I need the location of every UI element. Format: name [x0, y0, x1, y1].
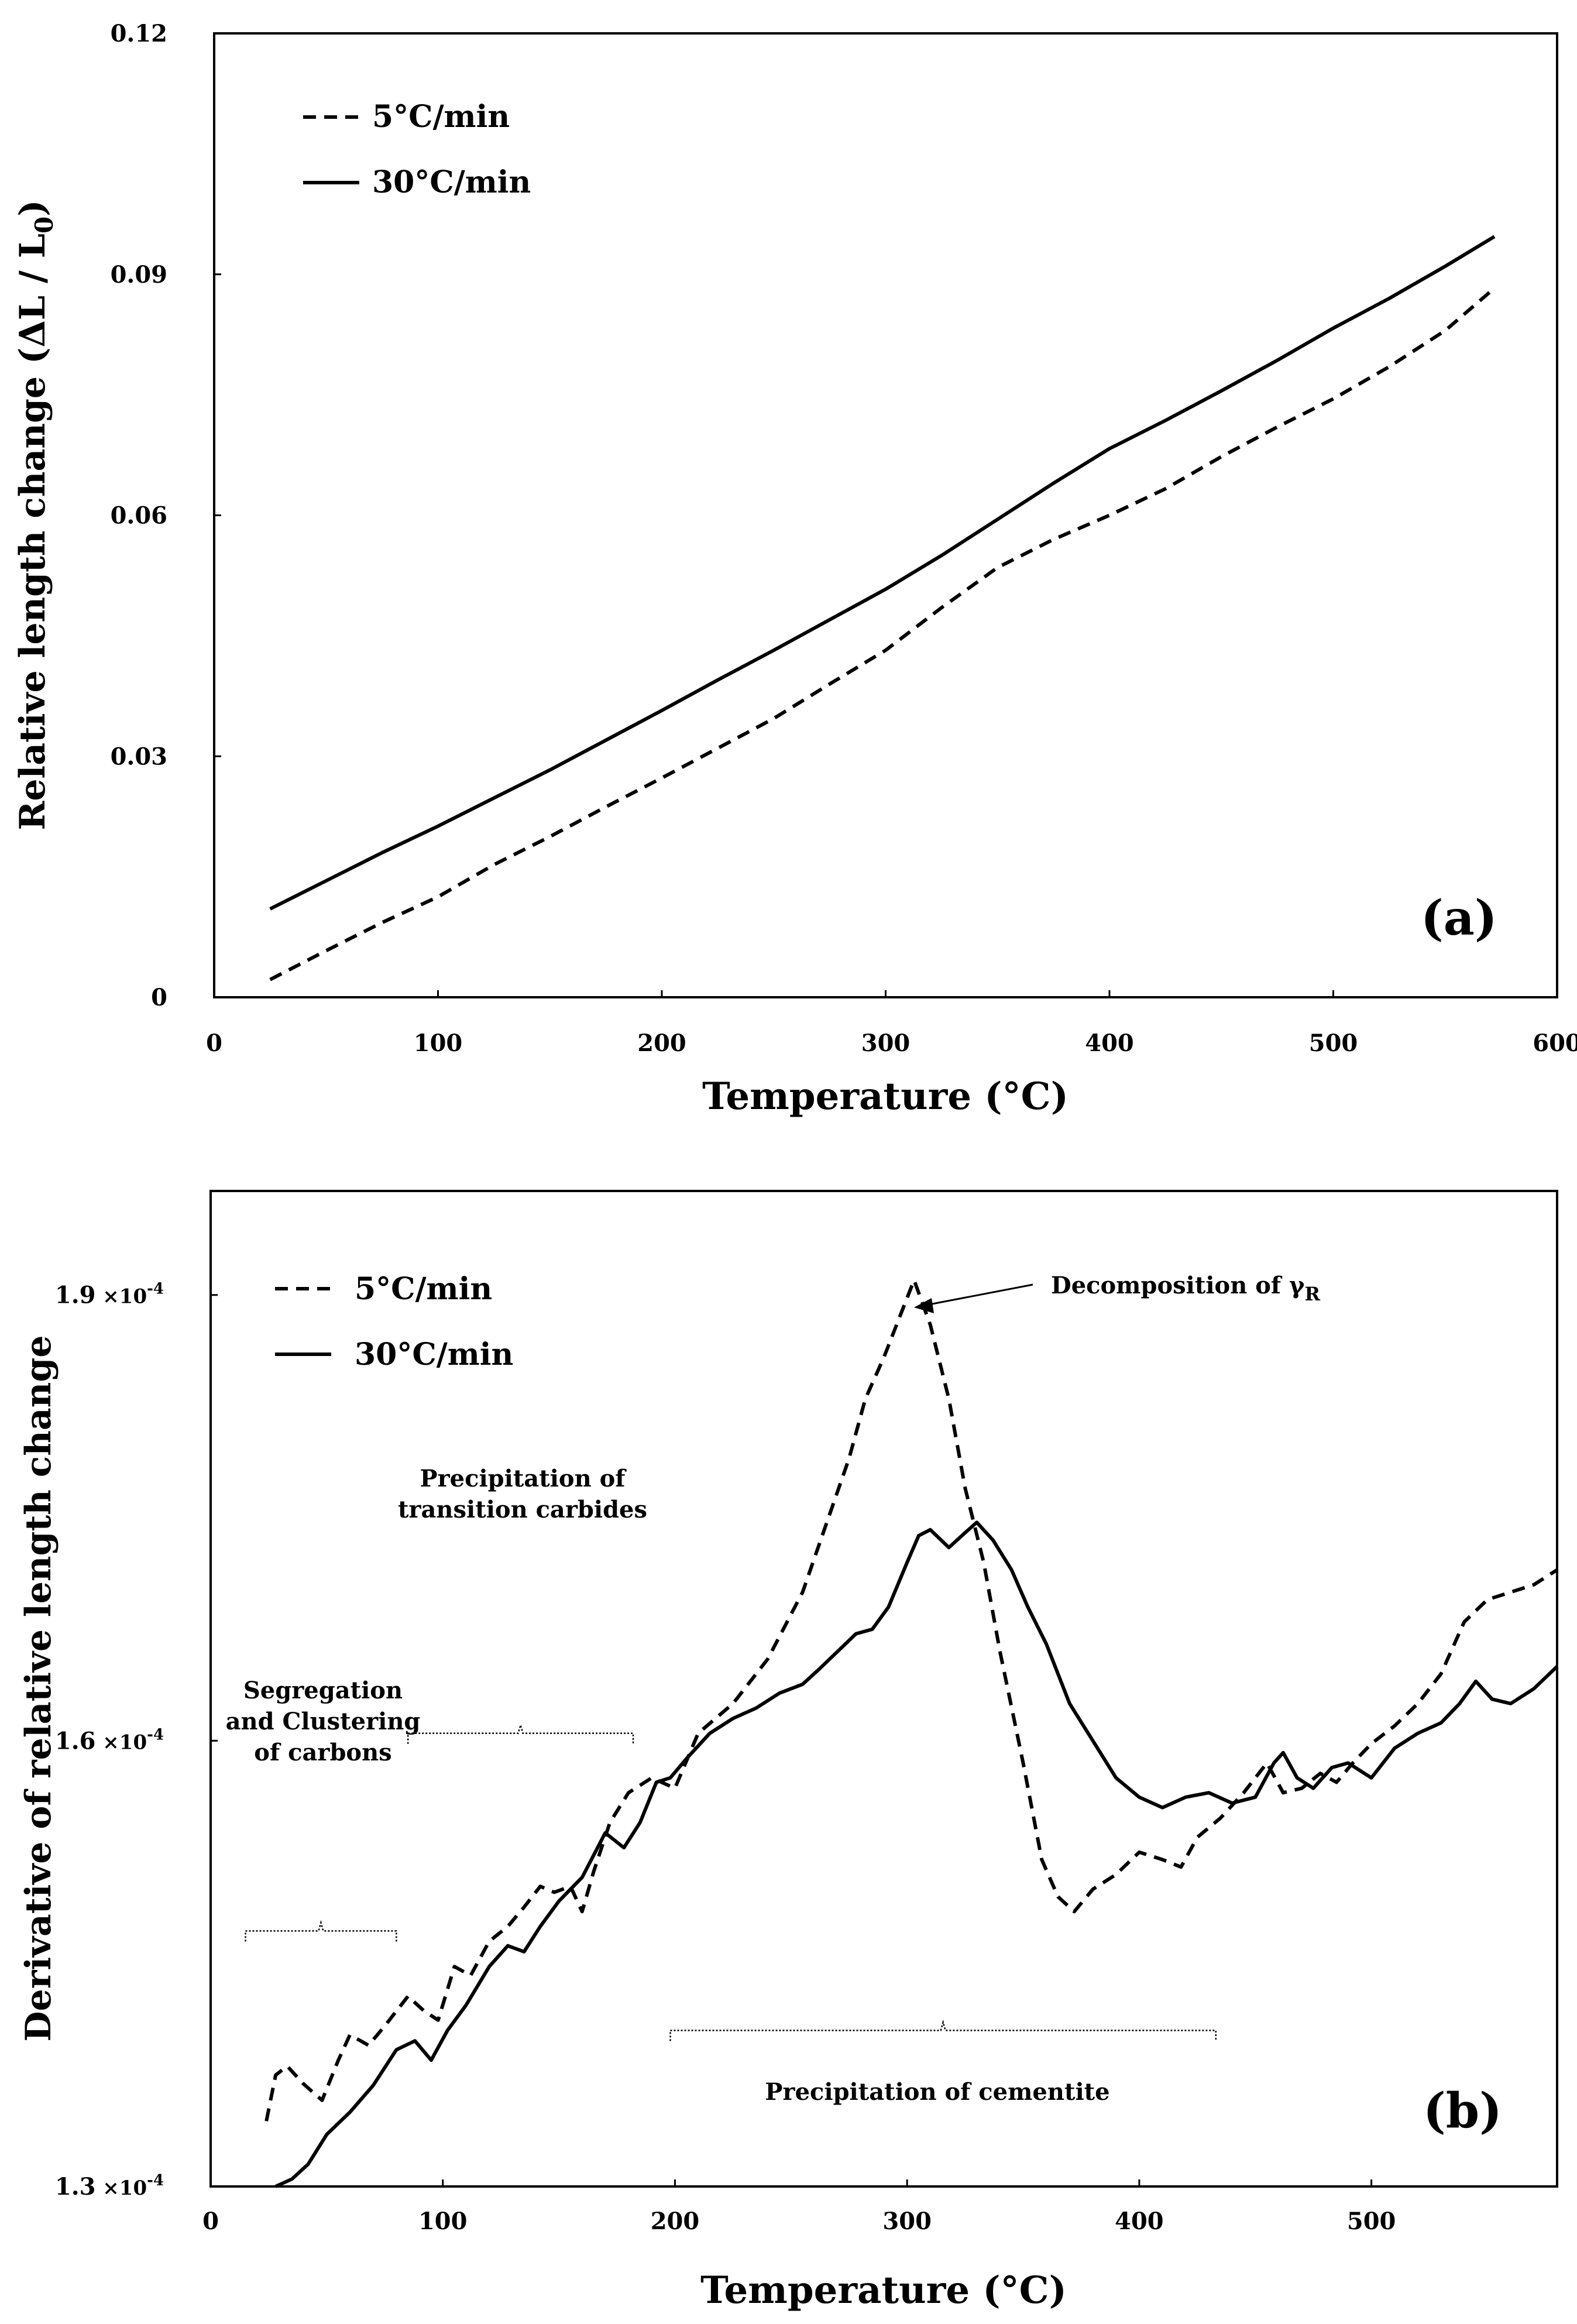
y-tick-label-b: 1.9 ×10-4 — [55, 1281, 164, 1309]
x-tick-label-b: 300 — [882, 2208, 932, 2235]
legend-b-label-5: 5°C/min — [355, 1271, 492, 1307]
legend-b-label-30: 30°C/min — [355, 1337, 513, 1372]
y-axis-label-a: Relative length change (ΔL / L0) — [12, 200, 59, 830]
y-tick-label-a: 0.09 — [111, 261, 167, 289]
y-tick-label-a: 0 — [151, 984, 167, 1011]
y-tick-label-b: 1.3 ×10-4 — [55, 2172, 164, 2201]
panel-a: 0 0.03 0.06 0.09 0.12 0 100 200 300 400 500 600 5°… — [12, 20, 1577, 1118]
series-line-b-30cmin — [274, 1520, 1559, 2188]
x-tick-label-a: 100 — [414, 1029, 463, 1057]
bracket-segregation — [245, 1920, 397, 1942]
panel-label-b: (b) — [1423, 2083, 1502, 2139]
x-tick-label-a: 200 — [637, 1029, 686, 1057]
legend-a: 5°C/min 30°C/min — [303, 99, 531, 200]
x-tick-label-b: 0 — [202, 2208, 219, 2235]
annotation-decomposition: Decomposition of γR — [1051, 1272, 1320, 1305]
series-line-a-30cmin — [269, 235, 1496, 911]
legend-b: 5°C/min 30°C/min — [275, 1271, 513, 1372]
legend-a-label-30: 30°C/min — [372, 164, 531, 200]
annotation-segregation-line2: and Clustering — [226, 1708, 421, 1735]
decomposition-arrowhead — [914, 1298, 934, 1313]
x-tick-label-b: 100 — [418, 2208, 468, 2235]
panel-b: 1.3 ×10-4 1.6 ×10-4 1.9 ×10-4 0 100 200 300 40… — [18, 1190, 1559, 2312]
annotation-cementite: Precipitation of cementite — [765, 2078, 1109, 2106]
x-axis-label-b: Temperature (°C) — [700, 2268, 1067, 2312]
x-tick-label-b: 200 — [651, 2208, 700, 2235]
x-tick-label-a: 0 — [206, 1029, 222, 1057]
series-line-a-5cmin — [269, 290, 1492, 981]
decomposition-arrow — [919, 1283, 1033, 1307]
y-axis-label-b: Derivative of relative length change — [18, 1336, 59, 2042]
plot-frame-b — [209, 1190, 1558, 2188]
y-tick-label-a: 0.12 — [111, 20, 167, 47]
panel-label-a: (a) — [1421, 890, 1497, 946]
y-tick-label-a: 0.06 — [111, 502, 167, 530]
x-tick-label-b: 500 — [1347, 2208, 1396, 2235]
y-tick-label-b: 1.6 ×10-4 — [55, 1726, 164, 1755]
x-tick-label-a: 400 — [1085, 1029, 1134, 1057]
bracket-transition — [407, 1722, 634, 1744]
x-axis-label-a: Temperature (°C) — [702, 1075, 1068, 1118]
annotation-segregation-line3: of carbons — [254, 1739, 391, 1766]
annotation-segregation-line1: Segregation — [243, 1677, 403, 1704]
y-tick-label-a: 0.03 — [111, 743, 167, 770]
annotation-transition-line2: transition carbides — [398, 1496, 647, 1523]
series-line-b-5cmin — [264, 1278, 1558, 2122]
annotation-transition-line1: Precipitation of — [420, 1465, 627, 1492]
x-tick-label-b: 400 — [1115, 2208, 1164, 2235]
bracket-cementite — [669, 2019, 1217, 2041]
x-tick-label-a: 600 — [1533, 1029, 1577, 1057]
x-tick-label-a: 300 — [861, 1029, 911, 1057]
legend-a-label-5: 5°C/min — [372, 99, 510, 135]
x-tick-label-a: 500 — [1309, 1029, 1358, 1057]
